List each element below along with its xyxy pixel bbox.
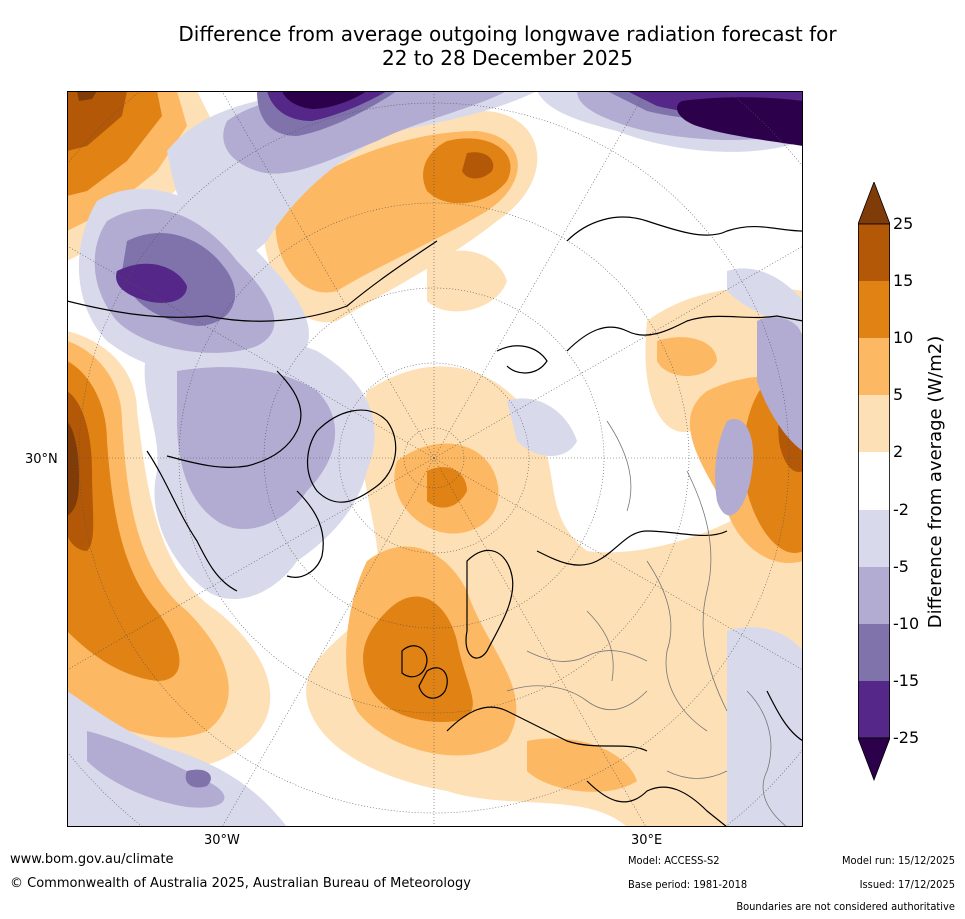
colorbar-tick-m25: -25 [893, 728, 920, 747]
colorbar-band-5-10 [858, 338, 890, 395]
graticule [67, 91, 803, 827]
colorbar-band-neutral [858, 452, 890, 510]
colorbar-tick-m10: -10 [893, 614, 920, 633]
title-line-2: 22 to 28 December 2025 [381, 46, 633, 70]
title-line-1: Difference from average outgoing longwav… [178, 22, 837, 46]
colorbar-over-triangle [857, 180, 891, 225]
lon-label-30w: 30°W [204, 833, 240, 848]
colorbar-band-m5-m10 [858, 567, 890, 624]
colorbar-tick-m15: -15 [893, 671, 920, 690]
colorbar [857, 180, 891, 782]
colorbar-band-10-15 [858, 281, 890, 338]
colorbar-label: Difference from average (W/m2) [925, 335, 946, 629]
coastlines [67, 216, 803, 827]
colorbar-band-m10-m15 [858, 624, 890, 681]
map-frame [67, 91, 803, 827]
lon-label-30e: 30°E [631, 833, 663, 848]
map-canvas [67, 91, 803, 827]
colorbar-graphic [857, 180, 891, 782]
anomaly-positive-over-25 [67, 91, 97, 516]
olr-anomaly-map [67, 91, 803, 827]
colorbar-tick-15: 15 [893, 271, 914, 290]
footer-issued: Issued: 17/12/2025 [859, 878, 955, 891]
chart-title: Difference from average outgoing longwav… [60, 22, 955, 70]
country-boundaries [506, 420, 788, 827]
lat-label-30n: 30°N [25, 452, 58, 467]
footer-model: Model: ACCESS-S2 [628, 854, 720, 867]
colorbar-tick-10: 10 [893, 328, 914, 347]
colorbar-tick-5: 5 [893, 385, 904, 404]
anomaly-negative-under-25 [282, 91, 803, 146]
colorbar-tick-2: 2 [893, 442, 904, 461]
footer-website: www.bom.gov.au/climate [10, 852, 174, 867]
footer-boundaries-note: Boundaries are not considered authoritat… [736, 900, 955, 913]
colorbar-band-m2-m5 [858, 510, 890, 567]
footer-base-period: Base period: 1981-2018 [628, 878, 748, 891]
colorbar-band-15-25 [858, 224, 890, 281]
colorbar-tick-25: 25 [893, 214, 914, 233]
footer-copyright: © Commonwealth of Australia 2025, Austra… [10, 876, 471, 891]
colorbar-tick-m5: -5 [893, 557, 909, 576]
colorbar-band-m15-m25 [858, 681, 890, 738]
footer-model-run: Model run: 15/12/2025 [842, 854, 955, 867]
colorbar-tick-m2: -2 [893, 500, 909, 519]
colorbar-under-triangle [857, 737, 891, 782]
colorbar-band-2-5 [858, 395, 890, 452]
